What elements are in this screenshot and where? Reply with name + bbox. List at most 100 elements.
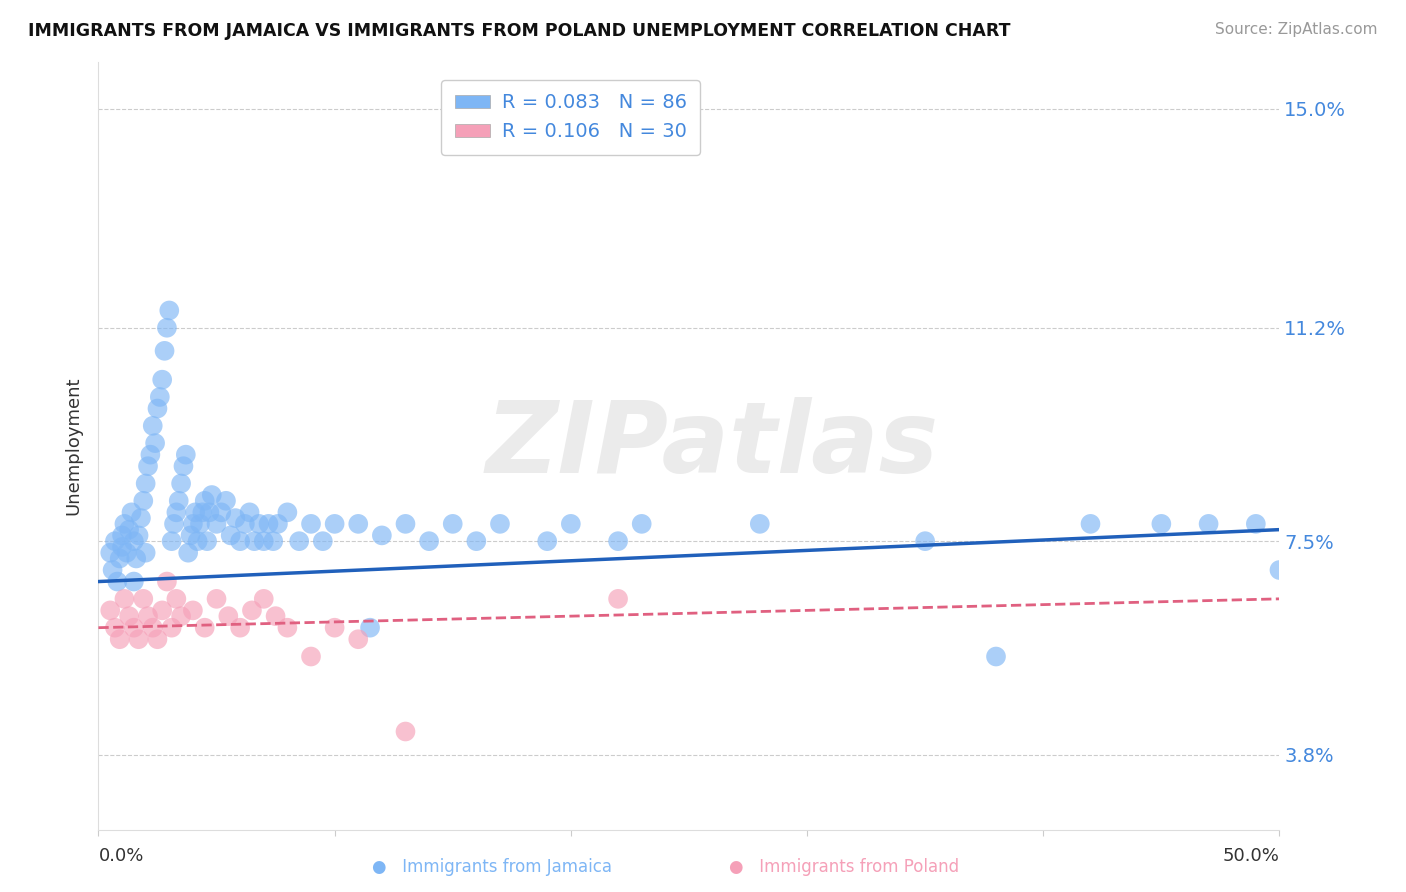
Text: 0.0%: 0.0% [98, 847, 143, 865]
Point [560, 516, 582, 531]
Point [98, 603, 121, 617]
Point [157, 303, 180, 318]
Point [142, 418, 165, 433]
Point [132, 493, 155, 508]
Point [253, 591, 276, 606]
Point [163, 516, 186, 531]
Point [229, 534, 252, 549]
Point [142, 621, 165, 635]
Point [135, 476, 157, 491]
Point [108, 551, 131, 566]
Text: ●   Immigrants from Jamaica: ● Immigrants from Jamaica [373, 858, 612, 876]
Point [170, 609, 193, 624]
Point [136, 459, 159, 474]
Point [323, 621, 346, 635]
Point [180, 528, 202, 542]
Point [184, 505, 207, 519]
Point [312, 534, 335, 549]
Point [224, 511, 246, 525]
Point [101, 563, 124, 577]
Point [201, 488, 224, 502]
Point [118, 609, 141, 624]
Point [1268, 563, 1291, 577]
Point [205, 591, 228, 606]
Point [299, 516, 322, 531]
Text: IMMIGRANTS FROM JAMAICA VS IMMIGRANTS FROM POLAND UNEMPLOYMENT CORRELATION CHART: IMMIGRANTS FROM JAMAICA VS IMMIGRANTS FR… [28, 22, 1011, 40]
Point [172, 459, 194, 474]
Point [247, 516, 270, 531]
Point [205, 516, 228, 531]
Point [153, 343, 176, 358]
Point [170, 476, 193, 491]
Point [489, 516, 512, 531]
Point [132, 591, 155, 606]
Point [1150, 516, 1173, 531]
Point [122, 621, 145, 635]
Point [215, 493, 238, 508]
Point [156, 320, 179, 334]
Y-axis label: Unemployment: Unemployment [65, 376, 83, 516]
Point [359, 621, 381, 635]
Point [267, 516, 290, 531]
Point [146, 401, 169, 416]
Point [150, 603, 173, 617]
Point [128, 632, 150, 647]
Point [146, 632, 169, 647]
Point [276, 505, 298, 519]
Point [1244, 516, 1267, 531]
Point [288, 534, 311, 549]
Point [165, 505, 187, 519]
Point [1080, 516, 1102, 531]
Point [122, 534, 145, 549]
Point [191, 505, 214, 519]
Point [194, 621, 217, 635]
Point [262, 534, 284, 549]
Point [209, 505, 232, 519]
Point [465, 534, 488, 549]
Point [112, 591, 135, 606]
Point [217, 609, 239, 624]
Point [239, 505, 262, 519]
Point [187, 534, 209, 549]
Point [112, 516, 135, 531]
Point [128, 528, 150, 542]
Point [243, 534, 266, 549]
Point [135, 546, 157, 560]
Point [136, 609, 159, 624]
Point [607, 534, 630, 549]
Point [139, 448, 162, 462]
Point [914, 534, 936, 549]
Point [229, 621, 252, 635]
Point [257, 516, 280, 531]
Point [149, 390, 172, 404]
Text: 50.0%: 50.0% [1223, 847, 1279, 865]
Point [394, 516, 416, 531]
Point [156, 574, 179, 589]
Point [115, 546, 138, 560]
Point [607, 591, 630, 606]
Point [253, 534, 276, 549]
Point [143, 436, 166, 450]
Point [630, 516, 652, 531]
Point [105, 574, 128, 589]
Point [104, 534, 127, 549]
Point [108, 632, 131, 647]
Point [125, 551, 148, 566]
Point [160, 621, 183, 635]
Point [98, 546, 121, 560]
Point [1198, 516, 1220, 531]
Point [188, 516, 211, 531]
Point [104, 621, 127, 635]
Point [240, 603, 263, 617]
Point [181, 516, 204, 531]
Point [299, 649, 322, 664]
Point [177, 546, 200, 560]
Point [174, 448, 197, 462]
Point [748, 516, 770, 531]
Point [181, 603, 204, 617]
Point [441, 516, 464, 531]
Point [129, 511, 152, 525]
Text: ZIPatlas: ZIPatlas [486, 398, 939, 494]
Legend: R = 0.083   N = 86, R = 0.106   N = 30: R = 0.083 N = 86, R = 0.106 N = 30 [441, 79, 700, 155]
Point [111, 540, 134, 554]
